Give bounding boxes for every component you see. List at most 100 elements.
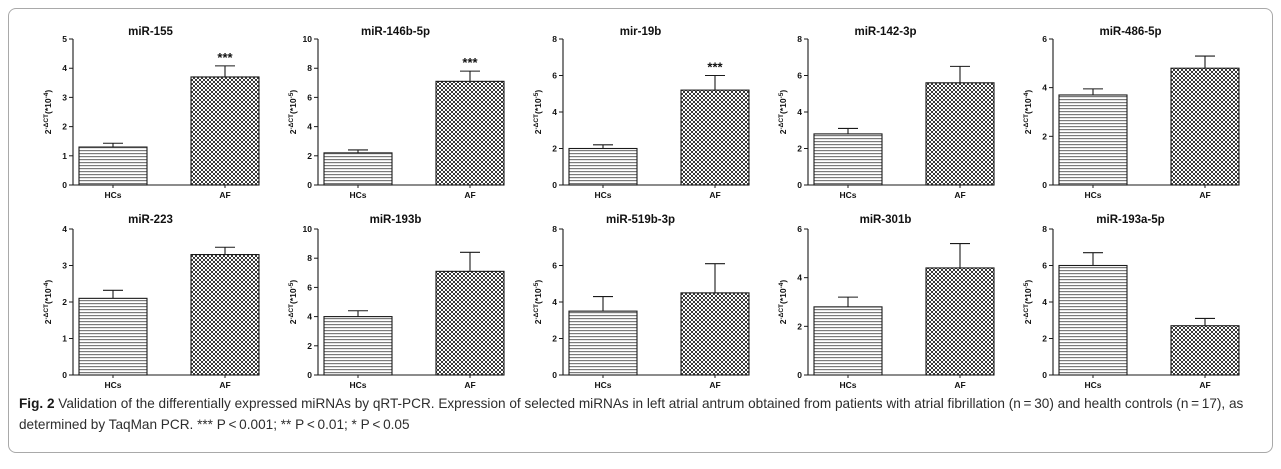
y-tick-label: 4 xyxy=(1042,297,1047,307)
x-tick-label: HCs xyxy=(349,190,366,200)
y-tick-label: 6 xyxy=(307,282,312,292)
x-tick-label: AF xyxy=(709,190,720,200)
x-tick-label: AF xyxy=(954,190,965,200)
x-tick-label: AF xyxy=(1199,190,1210,200)
bar-af xyxy=(190,254,260,376)
y-tick-label: 4 xyxy=(552,107,557,117)
y-tick-label: 4 xyxy=(797,273,802,283)
x-tick-label: HCs xyxy=(1084,380,1101,390)
y-tick-label: 6 xyxy=(797,224,802,234)
figure-caption: Fig. 2 Validation of the differentially … xyxy=(19,393,1259,435)
y-tick-label: 0 xyxy=(1042,180,1047,190)
chart-10: miR-193a-5p 0 2 4 6 8 2-ΔCT(*10-5) HCs AF xyxy=(1023,214,1240,390)
y-tick-label: 10 xyxy=(303,224,313,234)
x-tick-label: AF xyxy=(464,380,475,390)
bar-af xyxy=(1170,67,1240,186)
bar-af xyxy=(435,270,505,376)
y-tick-label: 3 xyxy=(62,261,67,271)
bar-hcs xyxy=(568,147,638,186)
y-tick-label: 0 xyxy=(1042,370,1047,380)
chart-3: mir-19b 0 2 4 6 8 2-ΔCT(*10-5) HCs AF *** xyxy=(533,26,750,200)
bar-hcs xyxy=(1058,264,1128,376)
y-tick-label: 8 xyxy=(797,34,802,44)
y-axis-label: 2-ΔCT(*10-5) xyxy=(778,90,788,135)
chart-title: miR-155 xyxy=(128,26,173,38)
y-tick-label: 0 xyxy=(307,370,312,380)
y-tick-label: 6 xyxy=(552,71,557,81)
y-tick-label: 4 xyxy=(797,107,802,117)
chart-1: miR-155 0 1 2 3 4 5 2-ΔCT(*10-4) HCs AF *** xyxy=(43,26,260,200)
y-tick-label: 6 xyxy=(307,92,312,102)
y-axis-label: 2-ΔCT(*10-4) xyxy=(43,90,53,135)
y-tick-label: 8 xyxy=(307,253,312,263)
y-tick-label: 4 xyxy=(1042,83,1047,93)
y-axis-label: 2-ΔCT(*10-5) xyxy=(1023,280,1033,325)
chart-4: miR-142-3p 0 2 4 6 8 2-ΔCT(*10-5) HCs AF xyxy=(778,26,995,200)
chart-title: miR-223 xyxy=(128,214,173,226)
x-tick-label: AF xyxy=(219,380,230,390)
x-tick-label: AF xyxy=(709,380,720,390)
bar-af xyxy=(190,76,260,186)
chart-7: miR-193b 0 2 4 6 8 10 2-ΔCT(*10-5) HCs AF xyxy=(288,214,505,390)
x-tick-label: AF xyxy=(1199,380,1210,390)
y-tick-label: 3 xyxy=(62,92,67,102)
bar-hcs xyxy=(568,310,638,376)
bar-af xyxy=(680,89,750,186)
y-tick-label: 0 xyxy=(62,180,67,190)
figure-panel: miR-155 0 1 2 3 4 5 2-ΔCT(*10-4) HCs AF *** miR-146… xyxy=(8,8,1273,453)
y-axis-label: 2-ΔCT(*10-5) xyxy=(533,280,543,325)
chart-title: miR-301b xyxy=(860,214,912,226)
x-tick-label: HCs xyxy=(839,190,856,200)
x-tick-label: AF xyxy=(954,380,965,390)
x-tick-label: HCs xyxy=(594,380,611,390)
x-tick-label: HCs xyxy=(1084,190,1101,200)
y-tick-label: 1 xyxy=(62,334,67,344)
y-tick-label: 6 xyxy=(1042,34,1047,44)
chart-title: mir-19b xyxy=(620,26,662,38)
y-tick-label: 2 xyxy=(797,144,802,154)
y-tick-label: 5 xyxy=(62,34,67,44)
y-tick-label: 8 xyxy=(552,224,557,234)
x-tick-label: AF xyxy=(464,190,475,200)
bar-hcs xyxy=(813,133,883,186)
chart-2: miR-146b-5p 0 2 4 6 8 10 2-ΔCT(*10-5) HCs AF *** xyxy=(288,26,505,200)
significance-label: *** xyxy=(707,60,723,75)
chart-title: miR-519b-3p xyxy=(606,214,675,226)
y-tick-label: 6 xyxy=(1042,261,1047,271)
y-tick-label: 4 xyxy=(552,297,557,307)
y-axis-label: 2-ΔCT(*10-4) xyxy=(1023,90,1033,135)
chart-title: miR-193b xyxy=(370,214,422,226)
bar-hcs xyxy=(323,152,393,186)
y-axis-label: 2-ΔCT(*10-4) xyxy=(778,280,788,325)
y-tick-label: 4 xyxy=(307,122,312,132)
y-tick-label: 2 xyxy=(552,334,557,344)
y-tick-label: 0 xyxy=(797,180,802,190)
y-tick-label: 8 xyxy=(307,63,312,73)
bar-af xyxy=(1170,325,1240,376)
y-tick-label: 4 xyxy=(307,312,312,322)
bar-af xyxy=(925,267,995,376)
bar-hcs xyxy=(813,306,883,376)
x-tick-label: HCs xyxy=(839,380,856,390)
y-tick-label: 6 xyxy=(797,71,802,81)
y-tick-label: 2 xyxy=(307,341,312,351)
y-axis-label: 2-ΔCT(*10-4) xyxy=(43,280,53,325)
bar-hcs xyxy=(323,316,393,376)
y-tick-label: 1 xyxy=(62,151,67,161)
chart-title: miR-142-3p xyxy=(855,26,917,38)
y-tick-label: 2 xyxy=(1042,334,1047,344)
y-axis-label: 2-ΔCT(*10-5) xyxy=(533,90,543,135)
significance-label: *** xyxy=(462,55,478,70)
y-tick-label: 2 xyxy=(62,122,67,132)
y-tick-label: 8 xyxy=(1042,224,1047,234)
figure-label: Fig. 2 xyxy=(19,396,55,411)
y-tick-label: 2 xyxy=(797,321,802,331)
caption-pvalues: *** P < 0.001; ** P < 0.01; * P < 0.05 xyxy=(197,417,410,432)
y-tick-label: 0 xyxy=(307,180,312,190)
bar-af xyxy=(680,292,750,376)
bar-af xyxy=(925,82,995,186)
y-tick-label: 4 xyxy=(62,224,67,234)
y-tick-label: 2 xyxy=(552,144,557,154)
y-tick-label: 2 xyxy=(62,297,67,307)
y-tick-label: 4 xyxy=(62,63,67,73)
